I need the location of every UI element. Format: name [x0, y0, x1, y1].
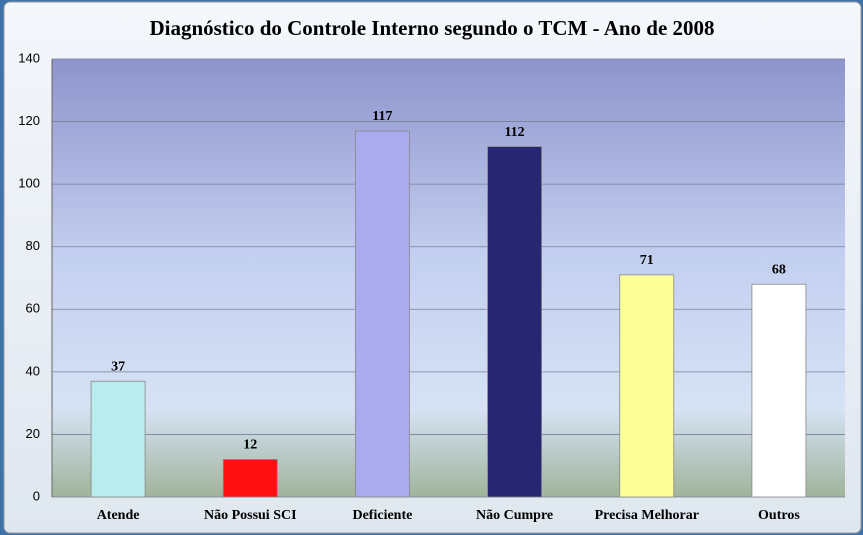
y-tick-label: 80 [26, 238, 40, 253]
chart-title: Diagnóstico do Controle Interno segundo … [149, 16, 714, 40]
y-tick-label: 120 [18, 113, 40, 128]
bar [487, 146, 542, 498]
plot-area [52, 59, 845, 497]
y-tick-label: 100 [18, 176, 40, 191]
y-tick-label: 20 [26, 426, 40, 441]
bar [222, 459, 278, 498]
x-tick-label: Atende [97, 508, 140, 523]
value-label: 37 [111, 359, 125, 374]
bar [751, 283, 807, 498]
x-tick-label: Não Cumpre [476, 508, 553, 523]
x-tick-label: Outros [758, 508, 800, 523]
y-tick-label: 0 [33, 488, 40, 503]
value-label: 12 [243, 438, 257, 453]
x-tick-label: Precisa Melhorar [595, 508, 699, 523]
value-label: 71 [640, 253, 654, 268]
value-label: 68 [772, 262, 786, 277]
bar [90, 380, 146, 498]
x-tick-label: Não Possui SCI [204, 508, 297, 523]
x-tick-label: Deficiente [352, 508, 412, 523]
y-tick-label: 140 [18, 50, 40, 65]
bar [355, 130, 410, 498]
y-tick-label: 40 [26, 363, 40, 378]
bar [619, 274, 675, 498]
value-label: 112 [504, 125, 524, 140]
value-label: 117 [372, 109, 392, 124]
y-tick-label: 60 [26, 301, 40, 316]
